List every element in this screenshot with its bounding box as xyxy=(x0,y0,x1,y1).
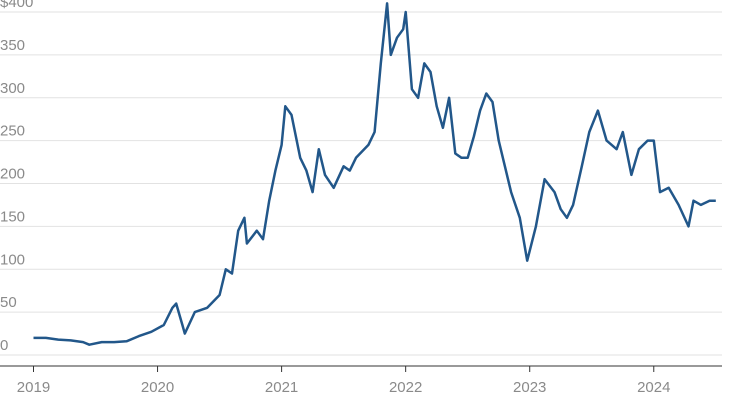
y-tick-label: 200 xyxy=(0,166,25,183)
y-tick-label: 50 xyxy=(0,294,17,311)
y-tick-label: $400 xyxy=(0,0,33,11)
y-tick-label: 0 xyxy=(0,337,8,354)
x-tick-label: 2020 xyxy=(141,379,174,396)
x-tick-label: 2024 xyxy=(637,379,670,396)
x-tick-label: 2022 xyxy=(389,379,422,396)
price-line xyxy=(33,2,716,346)
x-tick-label: 2019 xyxy=(17,379,50,396)
y-tick-label: 150 xyxy=(0,208,25,225)
y-tick-label: 100 xyxy=(0,251,25,268)
y-tick-label: 250 xyxy=(0,123,25,140)
y-tick-label: 350 xyxy=(0,37,25,54)
y-tick-label: 300 xyxy=(0,80,25,97)
x-tick-label: 2021 xyxy=(265,379,298,396)
x-tick-label: 2023 xyxy=(513,379,546,396)
